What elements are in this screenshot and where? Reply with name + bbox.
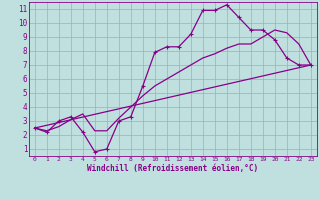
X-axis label: Windchill (Refroidissement éolien,°C): Windchill (Refroidissement éolien,°C) bbox=[87, 164, 258, 173]
